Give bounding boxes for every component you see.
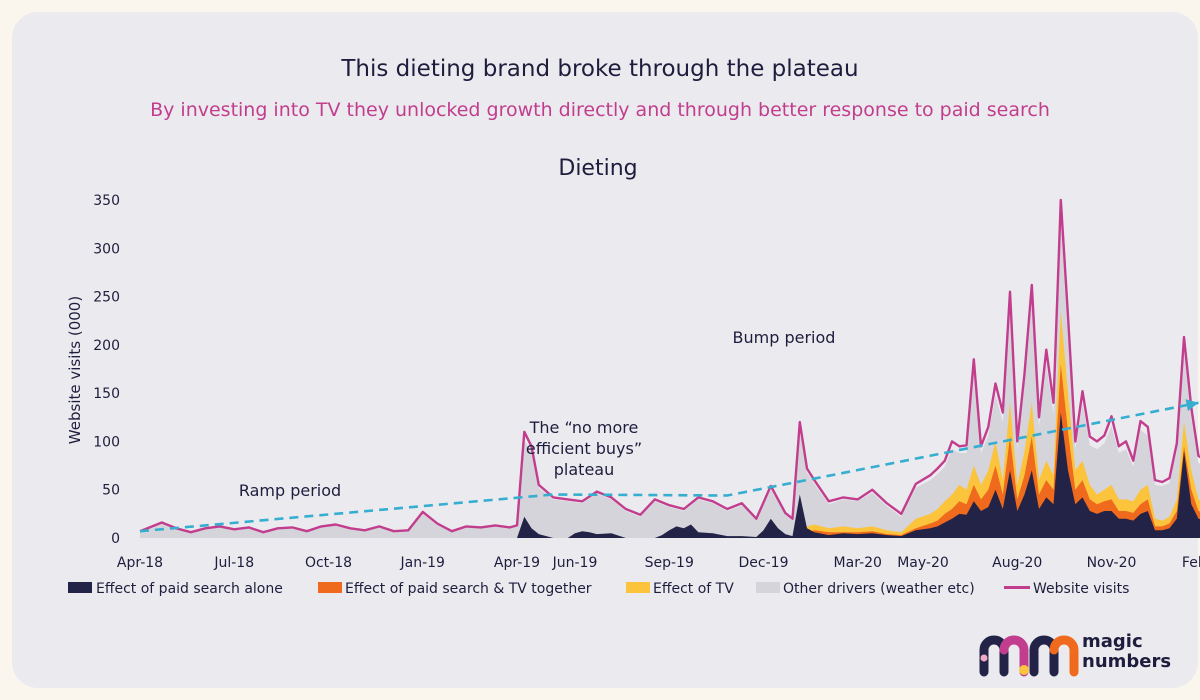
x-tick-label: Aug-20 <box>992 555 1042 571</box>
x-tick-label: Feb-21 <box>1182 555 1200 571</box>
y-tick-label: 350 <box>93 193 120 209</box>
x-tick-label: Apr-18 <box>117 555 163 571</box>
page-subtitle: By investing into TV they unlocked growt… <box>150 99 1050 121</box>
x-tick-label: Oct-18 <box>305 555 352 571</box>
legend-swatch <box>68 582 92 593</box>
x-tick-label: Jun-19 <box>552 555 598 571</box>
legend-label: Effect of paid search alone <box>96 581 283 597</box>
x-tick-label: Apr-19 <box>494 555 540 571</box>
series-lines <box>139 198 1200 534</box>
y-tick-label: 250 <box>93 290 120 306</box>
area-paid-search-alone <box>140 412 1200 538</box>
magic-numbers-logo <box>979 635 1079 677</box>
x-tick-label: Jan-19 <box>400 555 445 571</box>
legend-swatch <box>318 582 342 593</box>
page-title: This dieting brand broke through the pla… <box>341 56 859 82</box>
trend-line <box>139 401 1199 533</box>
x-tick-label: Jul-18 <box>213 555 254 571</box>
y-axis-label: Website visits (000) <box>66 296 84 444</box>
y-axis-ticks: 0 50 100 150 200 250 300 350 <box>93 193 120 547</box>
x-tick-label: Mar-20 <box>834 555 882 571</box>
y-tick-label: 50 <box>102 483 120 499</box>
y-tick-label: 0 <box>111 531 120 547</box>
brand-name: magic numbers <box>1082 632 1171 672</box>
x-tick-label: Sep-19 <box>645 555 694 571</box>
y-tick-label: 200 <box>93 338 120 354</box>
legend-label: Website visits <box>1033 581 1129 597</box>
legend-swatch <box>626 582 650 593</box>
x-tick-label: May-20 <box>897 555 949 571</box>
legend-swatch <box>756 582 780 593</box>
x-tick-label: Dec-19 <box>739 555 789 571</box>
legend-label: Effect of TV <box>653 581 734 597</box>
chart-title: Dieting <box>558 156 637 181</box>
annotation-ramp: Ramp period <box>239 481 341 500</box>
trend-arrowhead <box>1185 399 1199 411</box>
y-tick-label: 150 <box>93 386 120 402</box>
annotation-bump: Bump period <box>733 328 836 347</box>
y-tick-label: 100 <box>93 434 120 450</box>
legend-swatch <box>1004 586 1030 589</box>
chart-card <box>12 12 1198 688</box>
legend: Effect of paid search alone Effect of pai… <box>68 581 1129 597</box>
legend-label: Effect of paid search & TV together <box>345 581 592 597</box>
brand-line-2: numbers <box>1082 651 1172 672</box>
brand-line-1: magic <box>1082 631 1143 652</box>
annotation-plateau: The “no more efficient buys” plateau <box>526 418 642 479</box>
y-tick-label: 300 <box>93 241 120 257</box>
annotations: Ramp period The “no more efficient buys” pl… <box>239 328 836 500</box>
stacked-areas <box>140 219 1200 538</box>
website-visits-line <box>139 198 1200 534</box>
legend-label: Other drivers (weather etc) <box>783 581 975 597</box>
x-tick-label: Nov-20 <box>1087 555 1137 571</box>
x-axis-ticks: Apr-18 Jul-18 Oct-18 Jan-19 Apr-19 Jun-19 Sep-… <box>117 555 1200 571</box>
